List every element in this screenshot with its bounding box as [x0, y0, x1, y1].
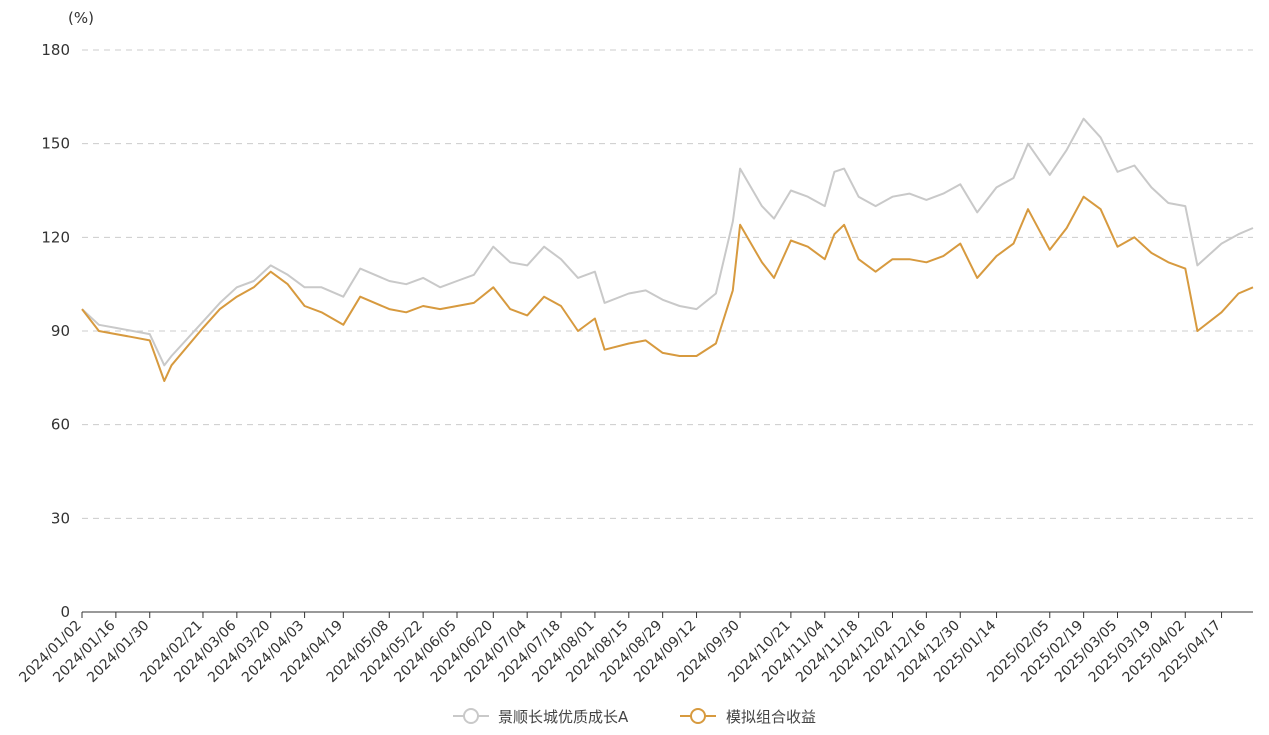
legend-marker-series-2 [690, 708, 706, 724]
legend-item-series-1[interactable]: 景顺长城优质成长A [453, 708, 629, 726]
legend-label-series-2: 模拟组合收益 [726, 708, 816, 726]
legend-item-series-2[interactable]: 模拟组合收益 [680, 708, 816, 726]
legend[interactable]: 景顺长城优质成长A 模拟组合收益 [453, 708, 816, 726]
y-axis-unit: (%) [68, 9, 94, 27]
y-tick-labels: 0 30 60 90 120 150 180 [41, 41, 70, 621]
series-line-1 [81, 117, 1254, 367]
y-tick-label-0: 0 [60, 603, 70, 621]
axes [81, 611, 1253, 618]
legend-marker-series-1 [463, 708, 479, 724]
y-tick-label-5: 150 [41, 135, 70, 153]
x-tick-labels: 2024/01/022024/01/162024/01/302024/02/21… [16, 617, 1224, 685]
series-lines [81, 117, 1254, 382]
y-tick-label-6: 180 [41, 41, 70, 59]
series-line-2 [81, 195, 1254, 382]
y-tick-label-1: 30 [51, 509, 70, 527]
y-tick-label-4: 120 [41, 228, 70, 246]
y-tick-label-3: 90 [51, 322, 70, 340]
legend-label-series-1: 景顺长城优质成长A [498, 708, 629, 726]
y-tick-label-2: 60 [51, 416, 70, 434]
gridlines [82, 49, 1253, 519]
